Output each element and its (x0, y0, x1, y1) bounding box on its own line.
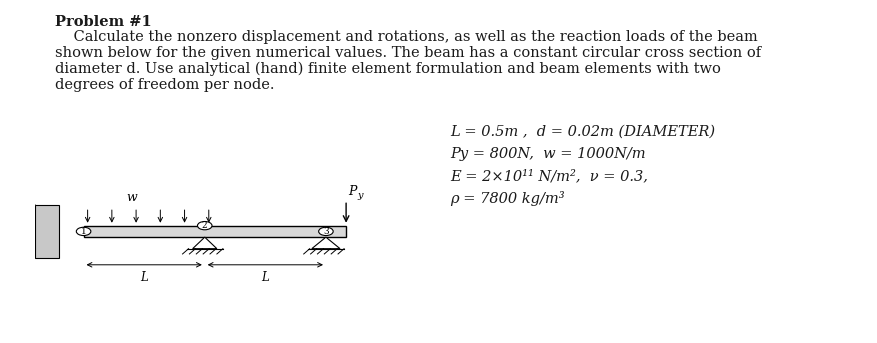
Circle shape (197, 222, 211, 230)
Polygon shape (35, 205, 60, 258)
Text: 3: 3 (323, 227, 328, 236)
Text: Py = 800N,  w = 1000N/m: Py = 800N, w = 1000N/m (450, 147, 645, 161)
Text: P: P (348, 185, 356, 198)
Polygon shape (311, 237, 339, 249)
Text: y: y (357, 191, 362, 200)
Text: ρ = 7800 kg/m³: ρ = 7800 kg/m³ (450, 191, 564, 206)
Polygon shape (83, 226, 346, 237)
Text: 1: 1 (81, 227, 86, 236)
Text: L: L (261, 271, 269, 284)
Text: Problem #1: Problem #1 (55, 15, 152, 29)
Text: w: w (126, 191, 138, 204)
Text: degrees of freedom per node.: degrees of freedom per node. (55, 78, 275, 92)
Circle shape (318, 227, 332, 236)
Text: Calculate the nonzero displacement and rotations, as well as the reaction loads : Calculate the nonzero displacement and r… (55, 30, 757, 44)
Text: 2: 2 (202, 221, 207, 230)
Polygon shape (192, 237, 217, 249)
Text: shown below for the given numerical values. The beam has a constant circular cro: shown below for the given numerical valu… (55, 46, 760, 60)
Text: diameter d. Use analytical (hand) finite element formulation and beam elements w: diameter d. Use analytical (hand) finite… (55, 62, 720, 76)
Text: L = 0.5m ,  d = 0.02m (DIAMETER): L = 0.5m , d = 0.02m (DIAMETER) (450, 125, 714, 139)
Text: L: L (140, 271, 148, 284)
Circle shape (76, 227, 90, 236)
Text: E = 2×10¹¹ N/m²,  ν = 0.3,: E = 2×10¹¹ N/m², ν = 0.3, (450, 169, 647, 183)
